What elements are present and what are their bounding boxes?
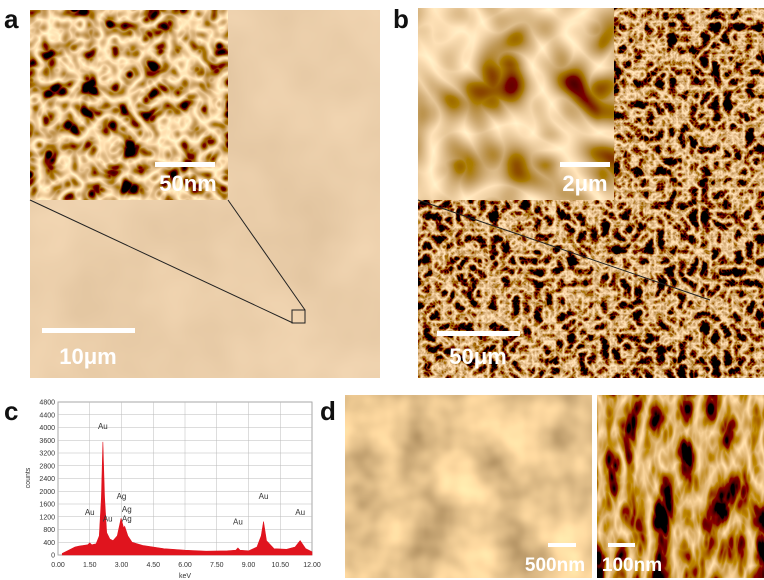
peak-label: Ag (122, 505, 132, 514)
peak-label: Au (259, 492, 269, 501)
panel-a: 50nm 10μm a (4, 4, 380, 378)
y-tick-label: 2000 (39, 489, 55, 496)
peak-label: Au (103, 515, 113, 524)
peak-label: Au (233, 518, 243, 527)
peak-label: Ag (117, 492, 127, 501)
scale-text: 50μm (449, 344, 507, 369)
y-tick-label: 2800 (39, 463, 55, 470)
y-tick-label: 1200 (39, 514, 55, 521)
x-tick-label: 12.00 (303, 562, 321, 569)
x-tick-label: 6.00 (178, 562, 192, 569)
scale-bar (560, 162, 610, 167)
x-tick-label: 1.50 (83, 562, 97, 569)
y-tick-label: 4800 (39, 400, 55, 407)
panel-d: 500nm 100nm d (320, 395, 764, 578)
scale-bar (608, 543, 635, 547)
y-tick-label: 1600 (39, 502, 55, 509)
scale-text: 50nm (159, 171, 216, 196)
x-axis-label: keV (179, 573, 191, 580)
sem-image (345, 395, 592, 578)
x-tick-label: 10.50 (271, 562, 289, 569)
scale-text: 100nm (602, 555, 662, 576)
scale-text: 10μm (59, 344, 117, 369)
y-tick-label: 4400 (39, 412, 55, 419)
panel-label: d (320, 396, 336, 426)
peak-label: Au (295, 508, 305, 517)
peak-label: Au (85, 508, 95, 517)
scale-text: 500nm (525, 555, 585, 576)
panel-label: a (4, 4, 19, 34)
y-tick-label: 2400 (39, 476, 55, 483)
x-tick-label: 9.00 (242, 562, 256, 569)
x-tick-label: 7.50 (210, 562, 224, 569)
y-tick-label: 4000 (39, 425, 55, 432)
x-tick-label: 0.00 (51, 562, 65, 569)
scale-text: 2μm (562, 171, 607, 196)
x-tick-label: 3.00 (115, 562, 129, 569)
sem-image (597, 395, 764, 578)
panel-b: 2μm 50μm b (393, 4, 764, 378)
y-axis-label: counts (25, 467, 32, 488)
panel-label: b (393, 4, 409, 34)
y-tick-label: 3600 (39, 438, 55, 445)
scale-bar (437, 331, 520, 336)
peak-label: Au (98, 422, 108, 431)
panel-label: c (4, 396, 18, 426)
y-tick-label: 0 (51, 553, 55, 560)
scale-bar (548, 543, 576, 547)
scale-bar (42, 328, 135, 333)
peak-label: Ag (122, 515, 132, 524)
x-tick-label: 4.50 (146, 562, 160, 569)
y-tick-label: 400 (43, 540, 55, 547)
y-tick-label: 800 (43, 527, 55, 534)
scale-bar (155, 162, 215, 167)
y-tick-label: 3200 (39, 451, 55, 458)
figure: 50nm 10μm a 2μm 50μm b 500nm 100nm d c A… (0, 0, 764, 580)
